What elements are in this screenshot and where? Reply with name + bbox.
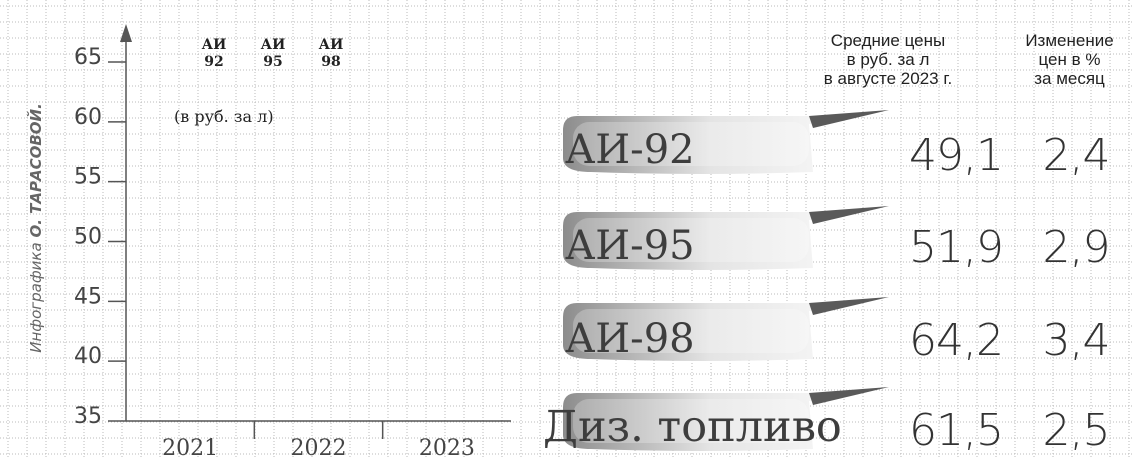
fuel-price-change: 2,4 (1042, 130, 1111, 181)
fuel-name: АИ-92 (565, 127, 695, 173)
banner-body (563, 206, 889, 270)
fuel-price-change: 2,5 (1042, 405, 1111, 456)
header-price-line2: в руб. за л (846, 50, 930, 69)
y-tick-label: 45 (74, 284, 102, 309)
header-average-price: Средние цены в руб. за л в августе 2023 … (793, 31, 983, 88)
legend-ai95-line2: 95 (263, 54, 283, 70)
banner-shape (563, 110, 889, 174)
fuel-price: 61,5 (909, 405, 1004, 456)
x-tick-label: 2023 (419, 436, 475, 457)
y-tick-label: 40 (74, 344, 102, 369)
credit-author: О. ТАРАСОВОЙ. (27, 103, 45, 238)
y-axis: 35 40 45 50 55 60 65 (74, 24, 132, 429)
banner-flag (809, 387, 889, 405)
legend-ai95: АИ 95 (253, 37, 293, 71)
banner-body (563, 110, 889, 174)
banner-highlight (573, 399, 809, 443)
fuel-row-ai92: АИ-92 49,1 2,4 (551, 110, 1132, 185)
banner-flag (809, 297, 889, 315)
header-change-line1: Изменение (1025, 31, 1114, 50)
legend-ai92-line1: АИ (201, 37, 227, 53)
legend-ai92: АИ 92 (194, 37, 234, 71)
y-tick-label: 65 (74, 45, 102, 70)
y-tick-label: 50 (74, 225, 102, 250)
banner-flag (809, 206, 889, 224)
fuel-price: 51,9 (909, 222, 1004, 273)
x-axis: 2021 2022 2023 (126, 420, 511, 457)
banner-highlight (573, 122, 809, 166)
legend-ai98-line1: АИ (318, 37, 344, 53)
banner-highlight (573, 309, 809, 353)
banner-shape (563, 297, 889, 361)
x-tick-label: 2022 (291, 436, 347, 457)
y-axis-arrow (120, 24, 132, 42)
fuel-row-ai95: АИ-95 51,9 2,9 (551, 206, 1132, 281)
x-tick-label: 2021 (162, 436, 218, 457)
fuel-row-diesel: Диз. топливо 61,5 2,5 (543, 387, 1132, 462)
header-price-change: Изменение цен в % за месяц (1007, 31, 1132, 88)
y-tick-label: 60 (74, 105, 102, 130)
y-tick-label: 55 (74, 165, 102, 190)
banner-flag (809, 110, 889, 128)
banner-shape (563, 206, 889, 270)
y-tick-label: 35 (74, 404, 102, 429)
header-change-line3: за месяц (1034, 69, 1105, 88)
fuel-price-change: 2,9 (1042, 222, 1111, 273)
banner-body (563, 297, 889, 361)
legend-ai98-line2: 98 (321, 54, 341, 70)
infographic-credit: Инфографика О. ТАРАСОВОЙ. (27, 103, 45, 353)
header-price-line1: Средние цены (830, 31, 946, 50)
fuel-price: 49,1 (909, 130, 1004, 181)
legend-ai98: АИ 98 (311, 37, 351, 71)
legend-ai92-line2: 92 (204, 54, 224, 70)
credit-prefix: Инфографика (27, 242, 45, 353)
fuel-row-ai98: АИ-98 64,2 3,4 (551, 297, 1132, 372)
unit-label: (в руб. за л) (174, 107, 274, 126)
fuel-price-change: 3,4 (1042, 315, 1111, 366)
fuel-price: 64,2 (909, 315, 1004, 366)
fuel-name: АИ-95 (565, 223, 695, 269)
banner-shape (563, 387, 889, 451)
header-price-line3: в августе 2023 г. (823, 69, 953, 88)
banner-body (563, 387, 889, 451)
fuel-name: АИ-98 (565, 316, 695, 362)
banner-highlight (573, 218, 809, 262)
legend-ai95-line1: АИ (260, 37, 286, 53)
fuel-name: Диз. топливо (543, 402, 842, 452)
header-change-line2: цен в % (1038, 50, 1101, 69)
